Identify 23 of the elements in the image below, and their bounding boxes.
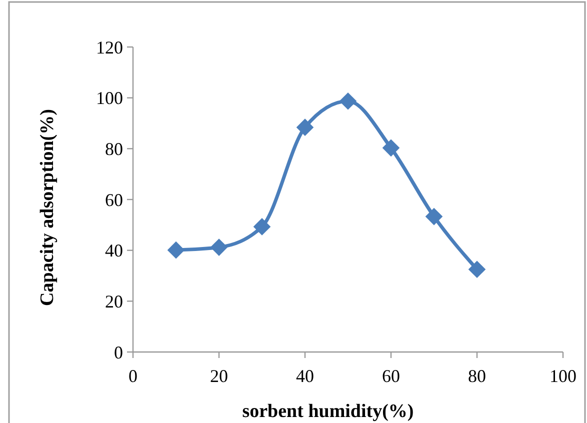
y-tick-label: 100	[96, 88, 123, 108]
point	[382, 139, 400, 157]
y-tick-label: 40	[105, 240, 123, 261]
point	[468, 260, 486, 278]
x-axis-title: sorbent humidity(%)	[242, 401, 414, 422]
point	[167, 241, 185, 259]
y-axis-title: Capacity adsorption(%)	[37, 109, 58, 306]
y-tick-label: 20	[105, 291, 123, 312]
x-tick-label: 40	[296, 366, 314, 386]
x-tick-label: 0	[128, 366, 138, 386]
point	[253, 218, 271, 236]
point	[296, 118, 314, 136]
x-tick-label: 60	[382, 366, 400, 386]
point	[339, 92, 357, 110]
point	[425, 208, 443, 226]
x-tick-label: 80	[468, 366, 486, 386]
x-tick-label: 20	[210, 366, 228, 386]
y-tick-label: 0	[114, 342, 123, 362]
y-tick-label: 60	[105, 190, 123, 210]
x-tick-label: 100	[550, 366, 576, 386]
y-tick-label: 120	[96, 37, 123, 58]
point	[210, 238, 228, 256]
y-tick-label: 80	[105, 138, 123, 159]
